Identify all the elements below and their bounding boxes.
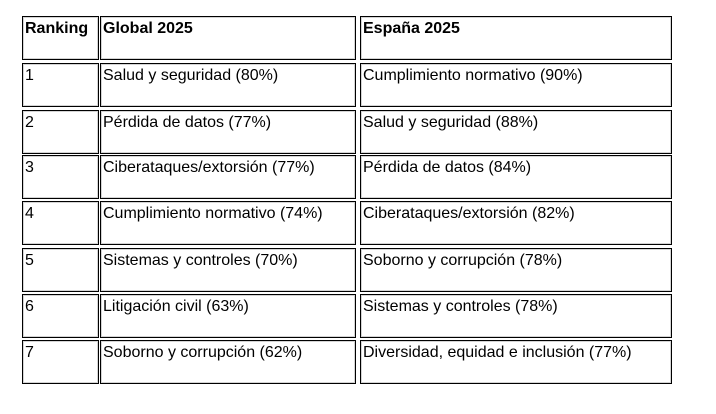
table-row: 2 Pérdida de datos (77%) Salud y segurid… — [20, 110, 674, 154]
ranking-cell: 3 — [22, 155, 99, 199]
spain-risk-cell: Soborno y corrupción (78%) — [360, 248, 672, 292]
header-global-2025: Global 2025 — [100, 16, 356, 60]
risk-ranking-table: Ranking Global 2025 España 2025 1 Salud … — [20, 16, 674, 386]
ranking-cell: 7 — [22, 340, 99, 384]
header-espana-2025: España 2025 — [360, 16, 672, 60]
ranking-cell: 6 — [22, 294, 99, 338]
global-risk-cell: Salud y seguridad (80%) — [100, 63, 356, 107]
global-risk-cell: Soborno y corrupción (62%) — [100, 340, 356, 384]
table-row: 1 Salud y seguridad (80%) Cumplimiento n… — [20, 63, 674, 107]
table-row: 3 Ciberataques/extorsión (77%) Pérdida d… — [20, 155, 674, 199]
ranking-cell: 5 — [22, 248, 99, 292]
global-risk-cell: Sistemas y controles (70%) — [100, 248, 356, 292]
table-row: 6 Litigación civil (63%) Sistemas y cont… — [20, 294, 674, 338]
global-risk-cell: Cumplimiento normativo (74%) — [100, 201, 356, 245]
spain-risk-cell: Diversidad, equidad e inclusión (77%) — [360, 340, 672, 384]
header-ranking: Ranking — [22, 16, 99, 60]
spain-risk-cell: Cumplimiento normativo (90%) — [360, 63, 672, 107]
spain-risk-cell: Pérdida de datos (84%) — [360, 155, 672, 199]
table-row: 5 Sistemas y controles (70%) Soborno y c… — [20, 248, 674, 292]
table-row: 7 Soborno y corrupción (62%) Diversidad,… — [20, 340, 674, 384]
table-row: 4 Cumplimiento normativo (74%) Ciberataq… — [20, 201, 674, 245]
ranking-cell: 4 — [22, 201, 99, 245]
global-risk-cell: Ciberataques/extorsión (77%) — [100, 155, 356, 199]
table-header-row: Ranking Global 2025 España 2025 — [20, 16, 674, 60]
spain-risk-cell: Ciberataques/extorsión (82%) — [360, 201, 672, 245]
spain-risk-cell: Sistemas y controles (78%) — [360, 294, 672, 338]
ranking-cell: 2 — [22, 110, 99, 154]
global-risk-cell: Pérdida de datos (77%) — [100, 110, 356, 154]
spain-risk-cell: Salud y seguridad (88%) — [360, 110, 672, 154]
global-risk-cell: Litigación civil (63%) — [100, 294, 356, 338]
ranking-cell: 1 — [22, 63, 99, 107]
